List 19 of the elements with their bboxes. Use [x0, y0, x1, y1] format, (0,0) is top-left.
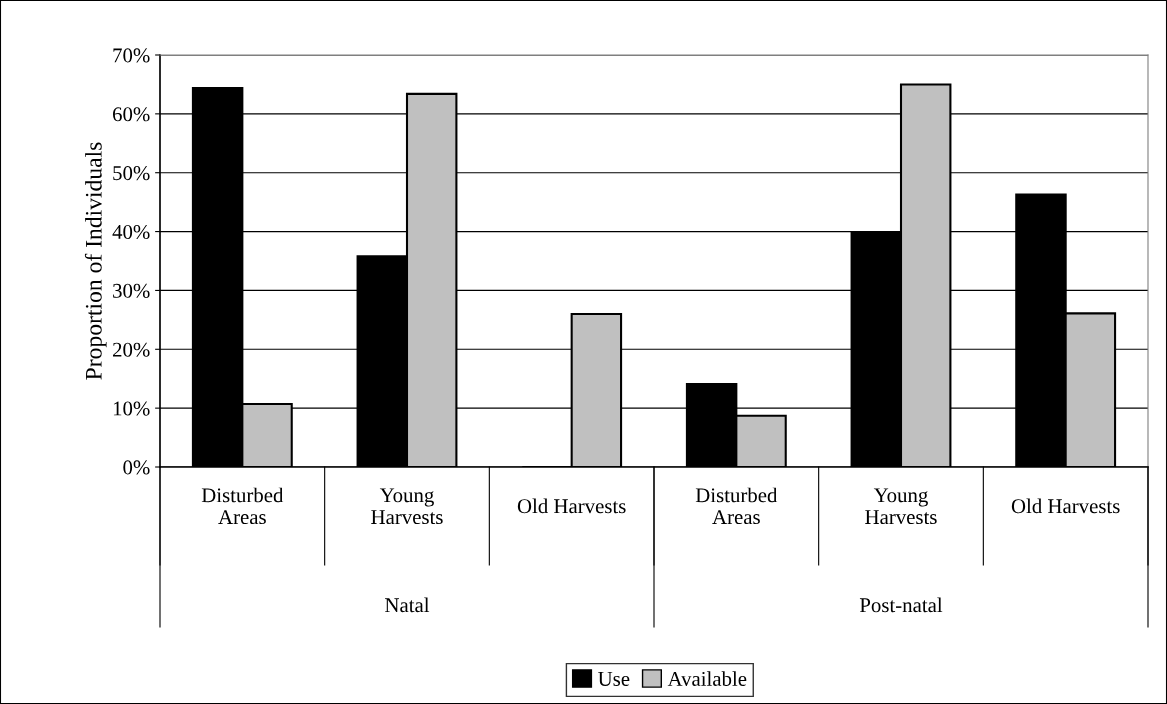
y-axis-title: Proportion of Individuals — [84, 142, 107, 380]
legend-label: Use — [598, 672, 630, 686]
y-tick-label: 0% — [123, 460, 150, 475]
y-tick-label: 20% — [113, 342, 150, 357]
text: Natal — [385, 597, 430, 613]
x-tick-label: Disturbed Areas — [201, 487, 284, 525]
x-tick-label: Young Harvests — [371, 488, 443, 525]
y-tick-label: 60% — [112, 107, 150, 122]
y-tick-label: 30% — [113, 283, 150, 298]
x-tick-label: Old Harvests — [1011, 498, 1120, 514]
y-tick-label: 10% — [113, 401, 150, 416]
legend-label: Available — [667, 671, 747, 686]
y-tick-label: 50% — [113, 166, 150, 181]
y-tick-label: 40% — [112, 224, 150, 240]
x-tick-label: Old Harvests — [517, 498, 626, 514]
x-tick-label: Disturbed Areas — [695, 487, 778, 525]
x-tick-label: Young Harvests — [865, 488, 937, 525]
text: Post-natal — [859, 597, 943, 613]
y-tick-label: 70% — [113, 48, 150, 63]
